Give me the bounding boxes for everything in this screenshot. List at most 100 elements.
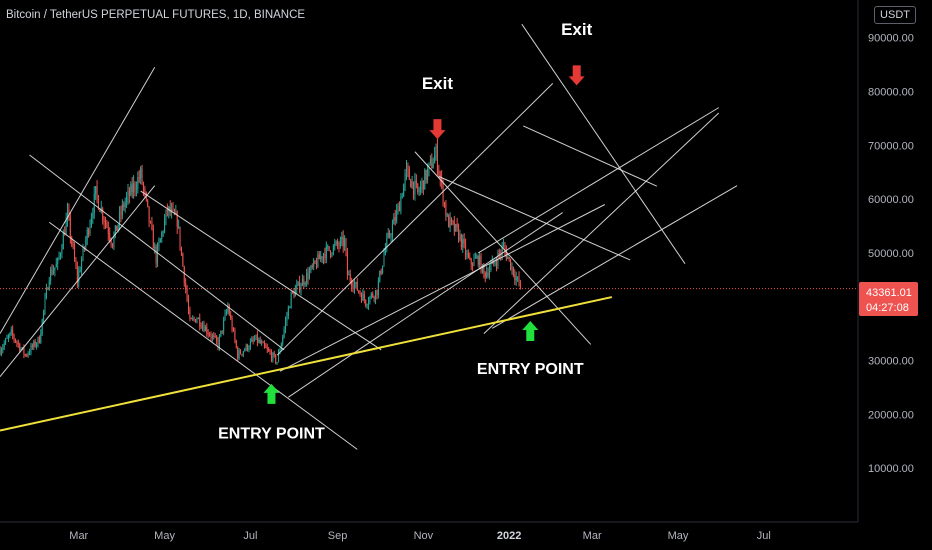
candle-body bbox=[244, 349, 246, 352]
candle-body bbox=[424, 169, 426, 190]
candle-body bbox=[315, 262, 317, 268]
candle-body bbox=[481, 264, 483, 273]
candle-body bbox=[438, 170, 440, 175]
candle-body bbox=[29, 352, 31, 354]
candle-body bbox=[157, 246, 159, 264]
candle-body bbox=[217, 340, 219, 348]
candle-body bbox=[193, 318, 195, 320]
candle-body bbox=[202, 325, 204, 328]
candle-body bbox=[342, 237, 344, 247]
candle-body bbox=[242, 351, 244, 355]
candle-body bbox=[400, 197, 402, 212]
candle-body bbox=[96, 186, 98, 197]
candle-body bbox=[396, 210, 398, 221]
candle-body bbox=[45, 288, 47, 298]
candle-body bbox=[79, 270, 81, 272]
candle-body bbox=[85, 239, 87, 248]
candle-body bbox=[237, 347, 239, 359]
candle-body bbox=[214, 336, 216, 338]
candle-body bbox=[344, 239, 346, 247]
candle-body bbox=[289, 307, 291, 309]
candle-body bbox=[140, 168, 142, 179]
candle-body bbox=[292, 292, 294, 294]
candle-body bbox=[346, 253, 348, 276]
candle-body bbox=[488, 269, 490, 276]
last-price-tag: 43361.01 04:27:08 bbox=[859, 282, 918, 316]
channel-line bbox=[276, 83, 554, 356]
candle-body bbox=[62, 232, 64, 250]
channel-line bbox=[523, 125, 658, 187]
candle-body bbox=[279, 350, 281, 353]
candle-body bbox=[415, 180, 417, 184]
candle-body bbox=[57, 258, 59, 264]
candle-body bbox=[169, 206, 171, 213]
candle-body bbox=[431, 159, 433, 168]
candle-body bbox=[252, 339, 254, 341]
candle-body bbox=[508, 257, 510, 259]
candle-body bbox=[299, 281, 301, 291]
candle-body bbox=[285, 321, 287, 329]
channel-line bbox=[140, 190, 382, 351]
candle-body bbox=[9, 332, 11, 336]
candle-body bbox=[200, 326, 202, 328]
candle-body bbox=[221, 330, 223, 332]
candle-body bbox=[335, 241, 337, 245]
candle-body bbox=[314, 260, 316, 263]
candle-body bbox=[186, 289, 188, 301]
candle-body bbox=[197, 317, 199, 319]
candle-body bbox=[469, 257, 471, 259]
y-tick-label: 50000.00 bbox=[868, 248, 914, 260]
candle-body bbox=[13, 335, 15, 340]
candle-body bbox=[321, 256, 323, 259]
candle-body bbox=[436, 145, 438, 171]
x-tick-label: Mar bbox=[69, 530, 88, 542]
candle-body bbox=[504, 244, 506, 251]
currency-button[interactable]: USDT bbox=[874, 6, 916, 24]
candle-body bbox=[518, 277, 520, 285]
candle-body bbox=[103, 219, 105, 222]
candle-body bbox=[429, 159, 431, 163]
candle-body bbox=[515, 277, 517, 280]
candle-body bbox=[290, 292, 292, 308]
candle-body bbox=[460, 234, 462, 248]
candle-body bbox=[206, 326, 208, 334]
candle-body bbox=[318, 254, 320, 260]
candle-body bbox=[265, 346, 267, 348]
channel-line bbox=[414, 151, 592, 345]
candle-body bbox=[420, 185, 422, 192]
candle-body bbox=[277, 352, 279, 363]
candle-body bbox=[99, 209, 101, 213]
candle-body bbox=[227, 306, 229, 312]
candle-body bbox=[95, 186, 97, 194]
candle-body bbox=[330, 250, 332, 255]
channel-line bbox=[48, 221, 358, 450]
candle-body bbox=[323, 253, 325, 259]
candle-body bbox=[268, 349, 270, 352]
candle-body bbox=[128, 190, 130, 196]
candle-body bbox=[360, 294, 362, 301]
candle-body bbox=[414, 180, 416, 194]
candle-body bbox=[432, 163, 434, 168]
candle-body bbox=[176, 212, 178, 228]
candle-body bbox=[352, 286, 354, 289]
candle-body bbox=[90, 217, 92, 225]
candle-body bbox=[58, 255, 60, 259]
candle-body bbox=[104, 221, 106, 224]
candle-body bbox=[368, 302, 370, 306]
candle-body bbox=[152, 229, 154, 249]
candle-body bbox=[117, 224, 119, 231]
x-tick-label: Nov bbox=[414, 530, 434, 542]
arrow-down-icon bbox=[568, 65, 585, 86]
candle-body bbox=[269, 351, 271, 354]
candle-body bbox=[158, 242, 160, 247]
candle-body bbox=[446, 215, 448, 217]
x-tick-label: 2022 bbox=[497, 530, 521, 542]
candle-body bbox=[0, 349, 1, 355]
candle-body bbox=[413, 181, 415, 194]
candle-body bbox=[514, 274, 516, 280]
candle-body bbox=[164, 220, 166, 232]
candle-body bbox=[2, 347, 4, 351]
candle-body bbox=[393, 217, 395, 225]
candle-body bbox=[107, 227, 109, 234]
